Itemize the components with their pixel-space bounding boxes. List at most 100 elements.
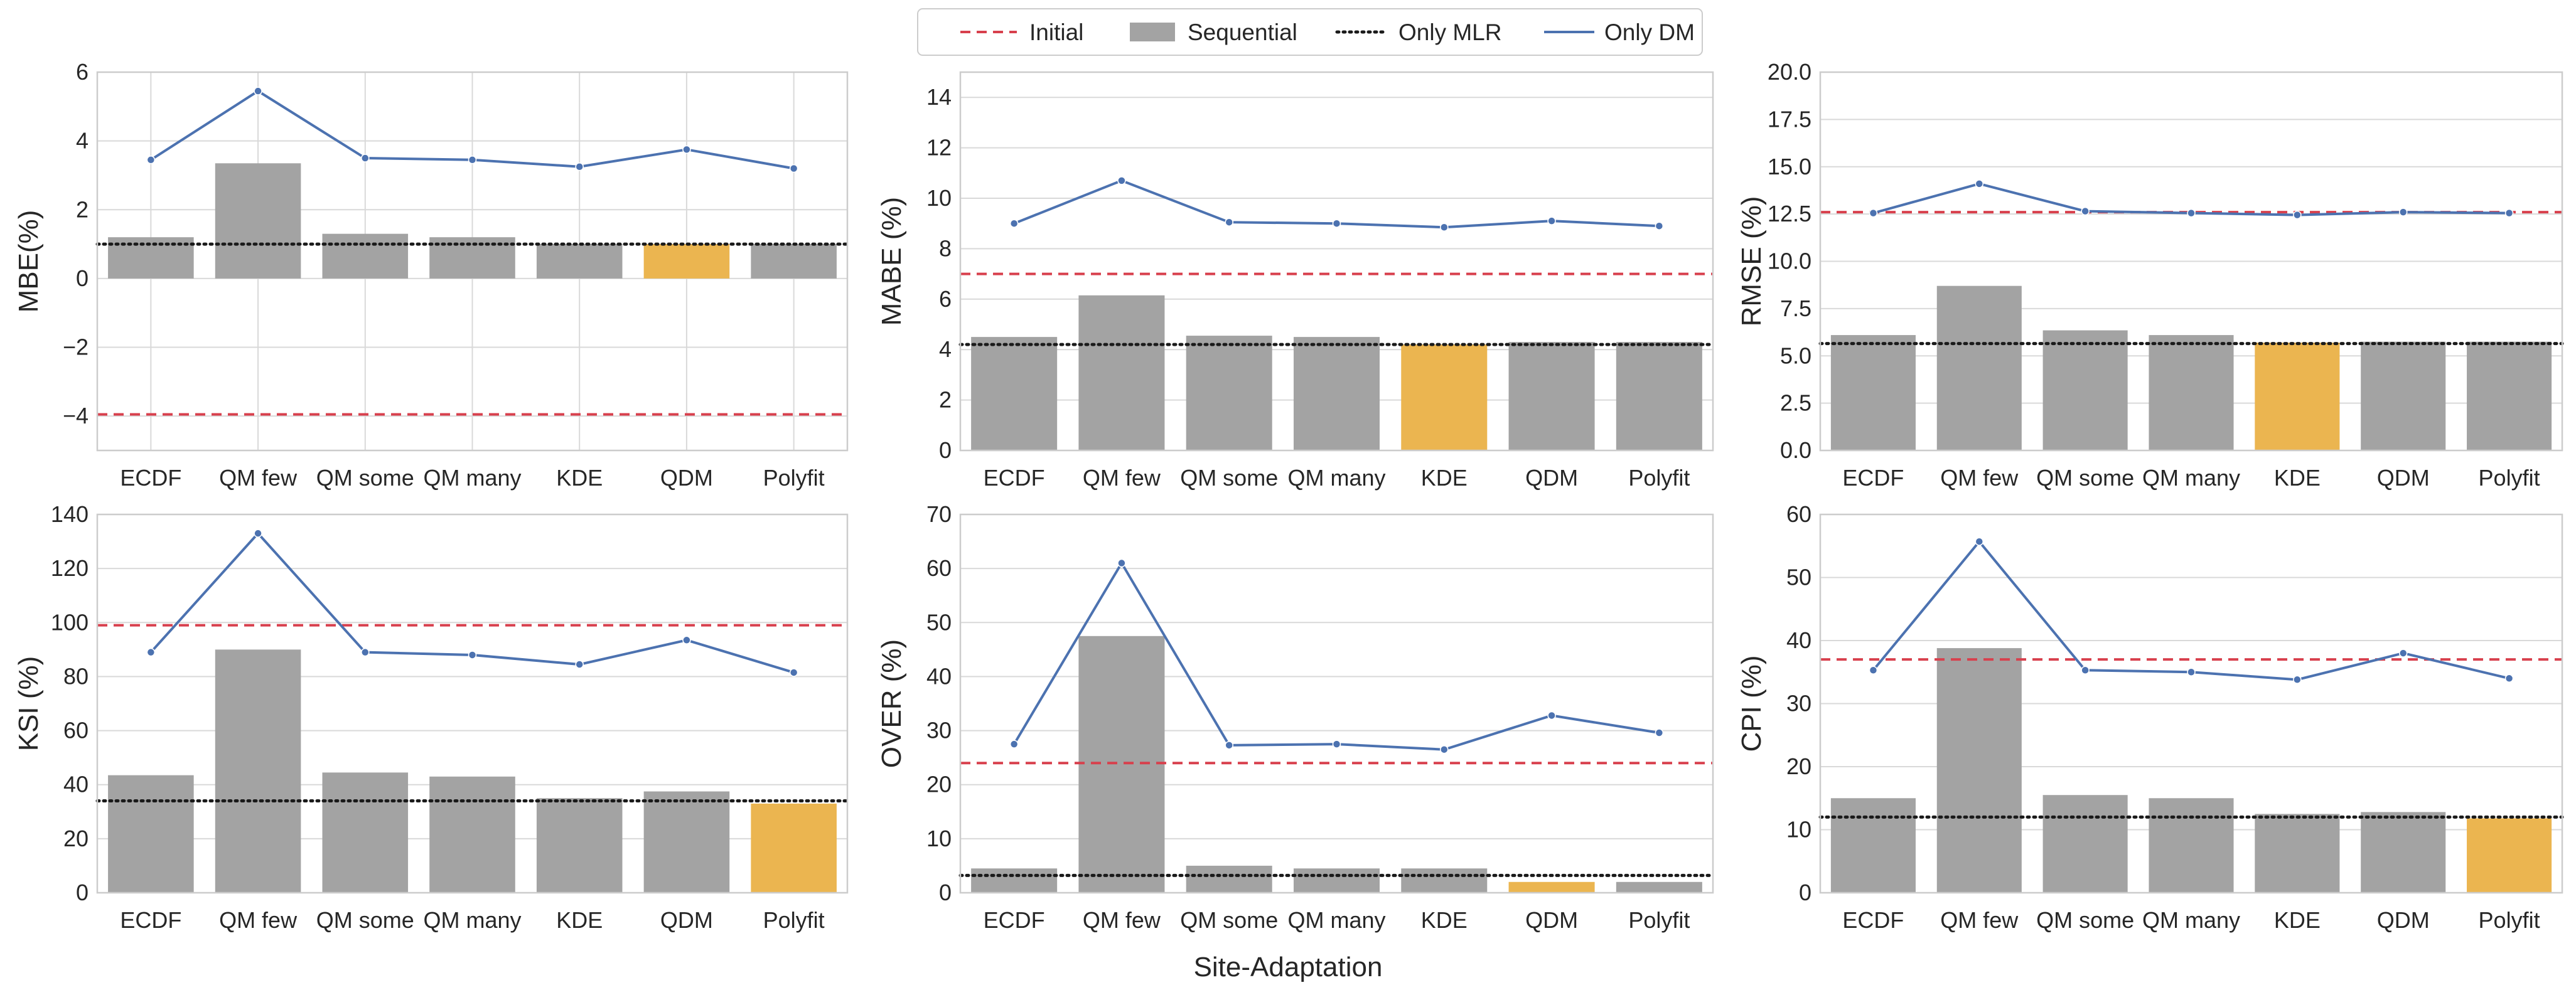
bar-qm-some (1186, 865, 1272, 893)
x-tick-label: QM some (2036, 465, 2134, 491)
bar-qm-some (2042, 795, 2128, 893)
y-tick-label: 10 (1786, 817, 1811, 843)
bar-qm-some (2042, 330, 2128, 450)
x-tick-label: KDE (2274, 907, 2321, 933)
x-tick-label: Polyfit (2479, 907, 2540, 933)
only-dm-point (2398, 208, 2408, 216)
x-tick-label: Polyfit (763, 465, 825, 491)
y-tick-label: 70 (926, 501, 952, 527)
bar-polyfit (751, 244, 837, 279)
x-tick-label: ECDF (120, 465, 181, 491)
x-tick-label: QDM (1525, 907, 1578, 933)
bar-qm-few (1078, 295, 1165, 450)
y-axis-title: KSI (%) (13, 656, 44, 752)
y-tick-label: 10.0 (1768, 248, 1811, 274)
x-tick-label: QDM (2377, 907, 2430, 933)
chart-panel-4: 0 20 40 60 80 100 120 140 ECDF QM few QM some QM ma… (13, 501, 849, 933)
x-tick-label: QM many (423, 465, 521, 491)
chart-panels: −4 −2 0 2 4 6 ECDF QM few QM some QM many KDE QDM Po… (13, 59, 2564, 933)
y-tick-label: 50 (926, 609, 952, 635)
plot-frame (1819, 513, 2563, 894)
bar-ecdf (971, 868, 1058, 893)
bar-kde (2255, 814, 2340, 893)
x-tick-label: Polyfit (1628, 907, 1690, 933)
chart-panel-1: −4 −2 0 2 4 6 ECDF QM few QM some QM many KDE QDM Po… (13, 59, 849, 491)
only-dm-point (1009, 740, 1019, 748)
bar-polyfit (751, 803, 837, 893)
only-dm-point (254, 87, 262, 95)
y-axis-title: OVER (%) (876, 639, 907, 768)
y-tick-label: 60 (63, 718, 89, 743)
y-tick-label: 40 (63, 772, 89, 797)
y-tick-label: 0 (939, 437, 952, 463)
bar-qdm (1508, 342, 1595, 450)
only-dm-point (2187, 668, 2196, 676)
bar-qm-many (2149, 798, 2234, 893)
bar-ecdf (971, 337, 1058, 450)
x-tick-label: QM many (2142, 465, 2240, 491)
legend-dm-label: Only DM (1604, 19, 1695, 45)
x-tick-label: ECDF (1842, 465, 1904, 491)
y-tick-label: 20 (1786, 753, 1811, 779)
x-tick-label: ECDF (984, 465, 1045, 491)
only-dm-point (254, 529, 262, 538)
bar-qdm (643, 791, 730, 893)
only-dm-point (789, 164, 798, 173)
only-dm-point (1117, 558, 1126, 568)
bar-qm-few (1078, 636, 1165, 893)
only-dm-point (2504, 208, 2514, 218)
only-dm-point (146, 156, 156, 164)
legend-sequential-swatch (1130, 23, 1175, 41)
only-dm-point (2293, 210, 2302, 220)
bar-qdm (2361, 341, 2446, 450)
only-dm-point (1440, 223, 1449, 232)
bar-qm-few (215, 163, 301, 279)
x-tick-label: Polyfit (1628, 465, 1690, 491)
x-tick-label: QM some (2036, 907, 2134, 933)
y-tick-label: 4 (76, 128, 89, 154)
bar-polyfit (1616, 881, 1702, 893)
x-tick-label: QM many (2142, 907, 2240, 933)
only-dm-point (1655, 221, 1664, 230)
y-tick-label: −4 (63, 403, 89, 428)
y-tick-label: 0 (76, 880, 89, 905)
bar-ecdf (1830, 335, 1916, 450)
y-tick-label: −2 (63, 334, 89, 360)
y-tick-label: 4 (939, 336, 952, 362)
bar-polyfit (2467, 818, 2552, 893)
y-tick-label: 10 (926, 826, 952, 851)
only-dm-point (1225, 741, 1233, 750)
x-tick-label: QM some (316, 465, 414, 491)
legend-initial-label: Initial (1029, 19, 1083, 45)
only-dm-point (361, 154, 370, 162)
plot-frame (96, 71, 849, 452)
y-tick-label: 30 (926, 718, 952, 743)
bar-qm-many (1293, 868, 1380, 893)
only-dm-point (575, 660, 584, 669)
y-tick-label: 7.5 (1780, 295, 1811, 321)
only-dm-point (2081, 206, 2090, 216)
y-tick-label: 0.0 (1780, 437, 1811, 463)
x-axis-title: Site-Adaptation (1194, 952, 1383, 982)
only-dm-point (682, 636, 691, 645)
bar-qm-few (1936, 285, 2022, 450)
only-dm-point (468, 651, 477, 659)
only-dm-point (1117, 176, 1126, 185)
x-tick-label: QM many (423, 907, 521, 933)
only-dm-point (1975, 537, 1984, 546)
legend-mlr-label: Only MLR (1398, 19, 1501, 45)
y-tick-label: 17.5 (1768, 106, 1811, 132)
bar-qm-some (1186, 336, 1272, 450)
x-tick-label: QDM (2377, 465, 2430, 491)
only-dm-point (1332, 740, 1341, 748)
only-dm-point (146, 647, 156, 657)
y-tick-label: 12.5 (1768, 201, 1811, 226)
only-dm-point (2398, 649, 2408, 657)
only-dm-point (2081, 666, 2090, 674)
y-tick-label: 120 (51, 555, 89, 581)
y-tick-label: 20.0 (1768, 59, 1811, 85)
bar-ecdf (108, 775, 194, 893)
only-dm-point (682, 145, 691, 154)
chart-panel-5: 0 10 20 30 40 50 60 70 ECDF QM few QM some QM many K… (876, 501, 1715, 933)
